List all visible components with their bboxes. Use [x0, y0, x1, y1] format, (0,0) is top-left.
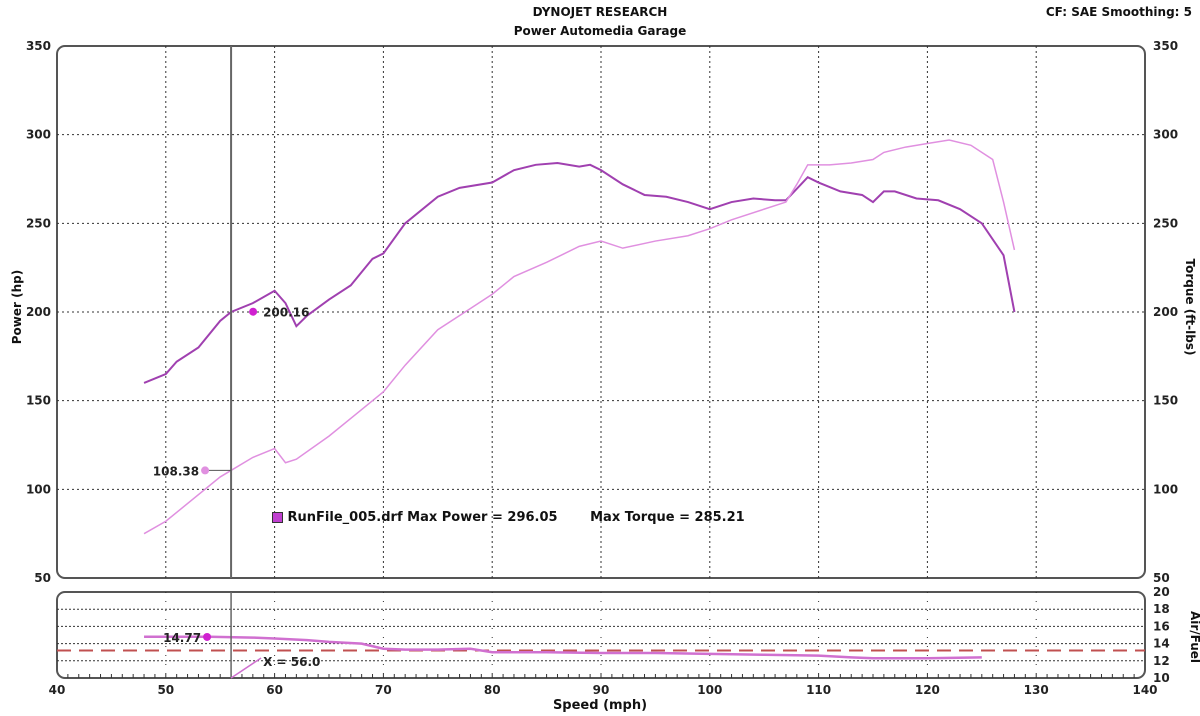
y2-tick-label: 100 [1153, 482, 1178, 496]
x-tick-label: 110 [806, 683, 831, 697]
y-tick-label: 100 [26, 482, 51, 496]
x-tick-label: 120 [915, 683, 940, 697]
x-tick-label: 40 [49, 683, 66, 697]
legend-swatch [272, 512, 283, 523]
y-tick-label: 300 [26, 128, 51, 142]
y2-tick-label: 200 [1153, 305, 1178, 319]
y2-tick-label: 350 [1153, 39, 1178, 53]
settings-label: CF: SAE Smoothing: 5 [1045, 5, 1192, 19]
power-cursor-value: 200.16 [263, 306, 309, 320]
power-cursor-marker [249, 307, 258, 316]
legend-max-torque: Max Torque = 285.21 [590, 510, 745, 525]
y2-tick-label: 250 [1153, 216, 1178, 230]
afr-cursor-marker [203, 632, 212, 641]
chart-subtitle: Power Automedia Garage [513, 24, 687, 38]
afr-tick-label: 16 [1153, 619, 1170, 633]
x-tick-label: 140 [1132, 683, 1157, 697]
power-curve [143, 162, 1016, 384]
torque-cursor-marker [201, 466, 210, 475]
afr-tick-label: 14 [1153, 637, 1170, 651]
afr-tick-label: 10 [1153, 671, 1170, 685]
afr-tick-label: 20 [1153, 585, 1170, 599]
x-axis-label: Speed (mph) [552, 698, 648, 713]
x-tick-label: 50 [157, 683, 174, 697]
legend-max-power: Max Power = 296.05 [407, 510, 558, 525]
afr-plot-frame [56, 591, 1146, 679]
y-tick-label: 50 [34, 571, 51, 585]
y-tick-label: 200 [26, 305, 51, 319]
cursor-x-label: X = 56.0 [263, 655, 320, 669]
x-tick-label: 90 [593, 683, 610, 697]
afr-tick-label: 12 [1153, 654, 1170, 668]
afr-cursor-value: 14.77 [163, 631, 201, 645]
torque-cursor-value: 108.38 [153, 464, 199, 478]
x-tick-label: 100 [697, 683, 722, 697]
x-tick-label: 130 [1024, 683, 1049, 697]
cursor-x-leader [230, 657, 262, 679]
torque-curve [143, 139, 1016, 535]
chart-title: DYNOJET RESEARCH [532, 5, 668, 19]
x-tick-label: 70 [375, 683, 392, 697]
y2-tick-label: 150 [1153, 394, 1178, 408]
legend-entry: RunFile_005.drf Max Power = 296.05 Max T… [272, 510, 745, 525]
y2-tick-label: 50 [1153, 571, 1170, 585]
x-tick-label: 80 [484, 683, 501, 697]
y-tick-label: 250 [26, 216, 51, 230]
legend-run-file: RunFile_005.drf [287, 510, 403, 525]
y-tick-label: 150 [26, 394, 51, 408]
afr-tick-label: 18 [1153, 602, 1170, 616]
y2-tick-label: 300 [1153, 128, 1178, 142]
y-tick-label: 350 [26, 39, 51, 53]
afr-curve [144, 635, 982, 660]
x-tick-label: 60 [266, 683, 283, 697]
